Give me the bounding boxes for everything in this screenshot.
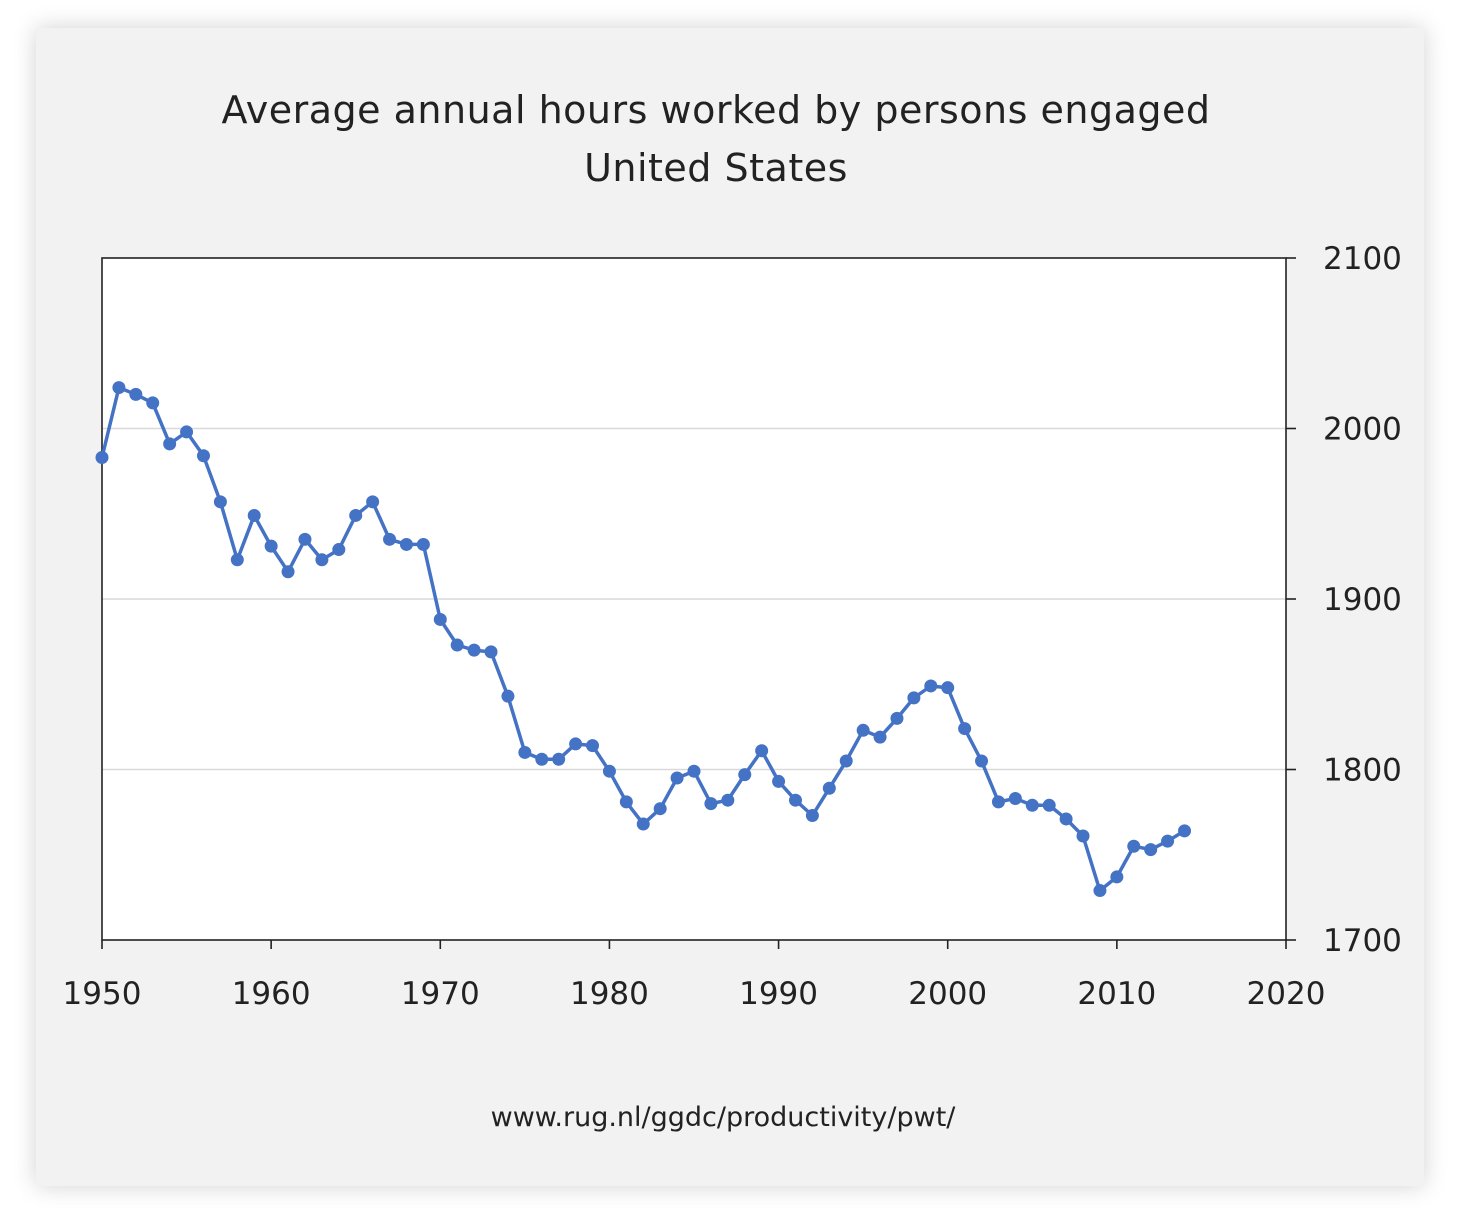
data-point: [1008, 791, 1022, 805]
x-tick-label: 1960: [232, 976, 311, 1012]
data-point: [822, 781, 836, 795]
data-point: [399, 537, 413, 551]
data-point: [602, 764, 616, 778]
data-point: [619, 795, 633, 809]
data-point: [180, 425, 194, 439]
data-point: [501, 689, 515, 703]
data-point: [535, 752, 549, 766]
source-url: www.rug.nl/ggdc/productivity/pwt/: [490, 1102, 956, 1133]
data-point: [518, 745, 532, 759]
data-point: [281, 565, 295, 579]
data-point: [586, 739, 600, 753]
x-tick-label: 1980: [570, 976, 649, 1012]
data-point: [366, 495, 380, 509]
data-point: [772, 774, 786, 788]
x-tick-label: 1950: [63, 976, 142, 1012]
data-point: [196, 449, 210, 463]
data-point: [1178, 824, 1192, 838]
data-point: [315, 553, 329, 567]
data-point: [805, 809, 819, 823]
x-tick-label: 2010: [1077, 976, 1156, 1012]
data-point: [873, 730, 887, 744]
data-point: [1076, 829, 1090, 843]
data-point: [721, 793, 735, 807]
y-tick-label: 1900: [1323, 582, 1402, 618]
data-point: [332, 543, 346, 557]
data-point: [484, 645, 498, 659]
y-tick-label: 1700: [1323, 923, 1402, 959]
data-point: [552, 752, 566, 766]
data-point: [1093, 884, 1107, 898]
data-point: [907, 691, 921, 705]
data-point: [738, 768, 752, 782]
data-point: [941, 681, 955, 695]
data-point: [129, 387, 143, 401]
data-point: [653, 802, 667, 816]
data-point: [433, 612, 447, 626]
data-point: [163, 437, 177, 451]
data-point: [383, 532, 397, 546]
data-point: [112, 381, 126, 395]
y-tick-label: 2000: [1323, 412, 1402, 448]
x-tick-label: 1970: [401, 976, 480, 1012]
data-point: [1127, 839, 1141, 853]
data-point: [349, 508, 363, 522]
data-point: [975, 754, 989, 768]
chart-subtitle: United States: [584, 146, 848, 190]
data-point: [755, 744, 769, 758]
data-point: [1110, 870, 1124, 884]
y-tick-label: 2100: [1323, 241, 1402, 277]
x-tick-label: 2000: [908, 976, 987, 1012]
data-point: [1059, 812, 1073, 826]
data-point: [264, 539, 278, 553]
data-point: [636, 817, 650, 831]
data-point: [569, 737, 583, 751]
data-point: [788, 793, 802, 807]
data-point: [1042, 798, 1056, 812]
data-point: [704, 797, 718, 811]
data-point: [213, 495, 227, 509]
data-point: [1161, 834, 1175, 848]
x-tick-label: 2020: [1247, 976, 1326, 1012]
data-point: [230, 553, 244, 567]
data-point: [146, 396, 160, 410]
data-point: [95, 450, 109, 464]
data-point: [991, 795, 1005, 809]
data-point: [467, 643, 481, 657]
data-point: [856, 723, 870, 737]
data-point: [958, 722, 972, 736]
data-point: [839, 754, 853, 768]
y-tick-label: 1800: [1323, 753, 1402, 789]
data-point: [298, 532, 312, 546]
data-point: [890, 711, 904, 725]
data-point: [416, 537, 430, 551]
chart-title: Average annual hours worked by persons e…: [221, 88, 1211, 132]
data-point: [670, 771, 684, 785]
data-point: [1025, 798, 1039, 812]
data-point: [450, 638, 464, 652]
data-point: [247, 508, 261, 522]
data-point: [924, 679, 938, 693]
data-point: [1144, 843, 1158, 857]
x-tick-label: 1990: [739, 976, 818, 1012]
data-point: [687, 764, 701, 778]
